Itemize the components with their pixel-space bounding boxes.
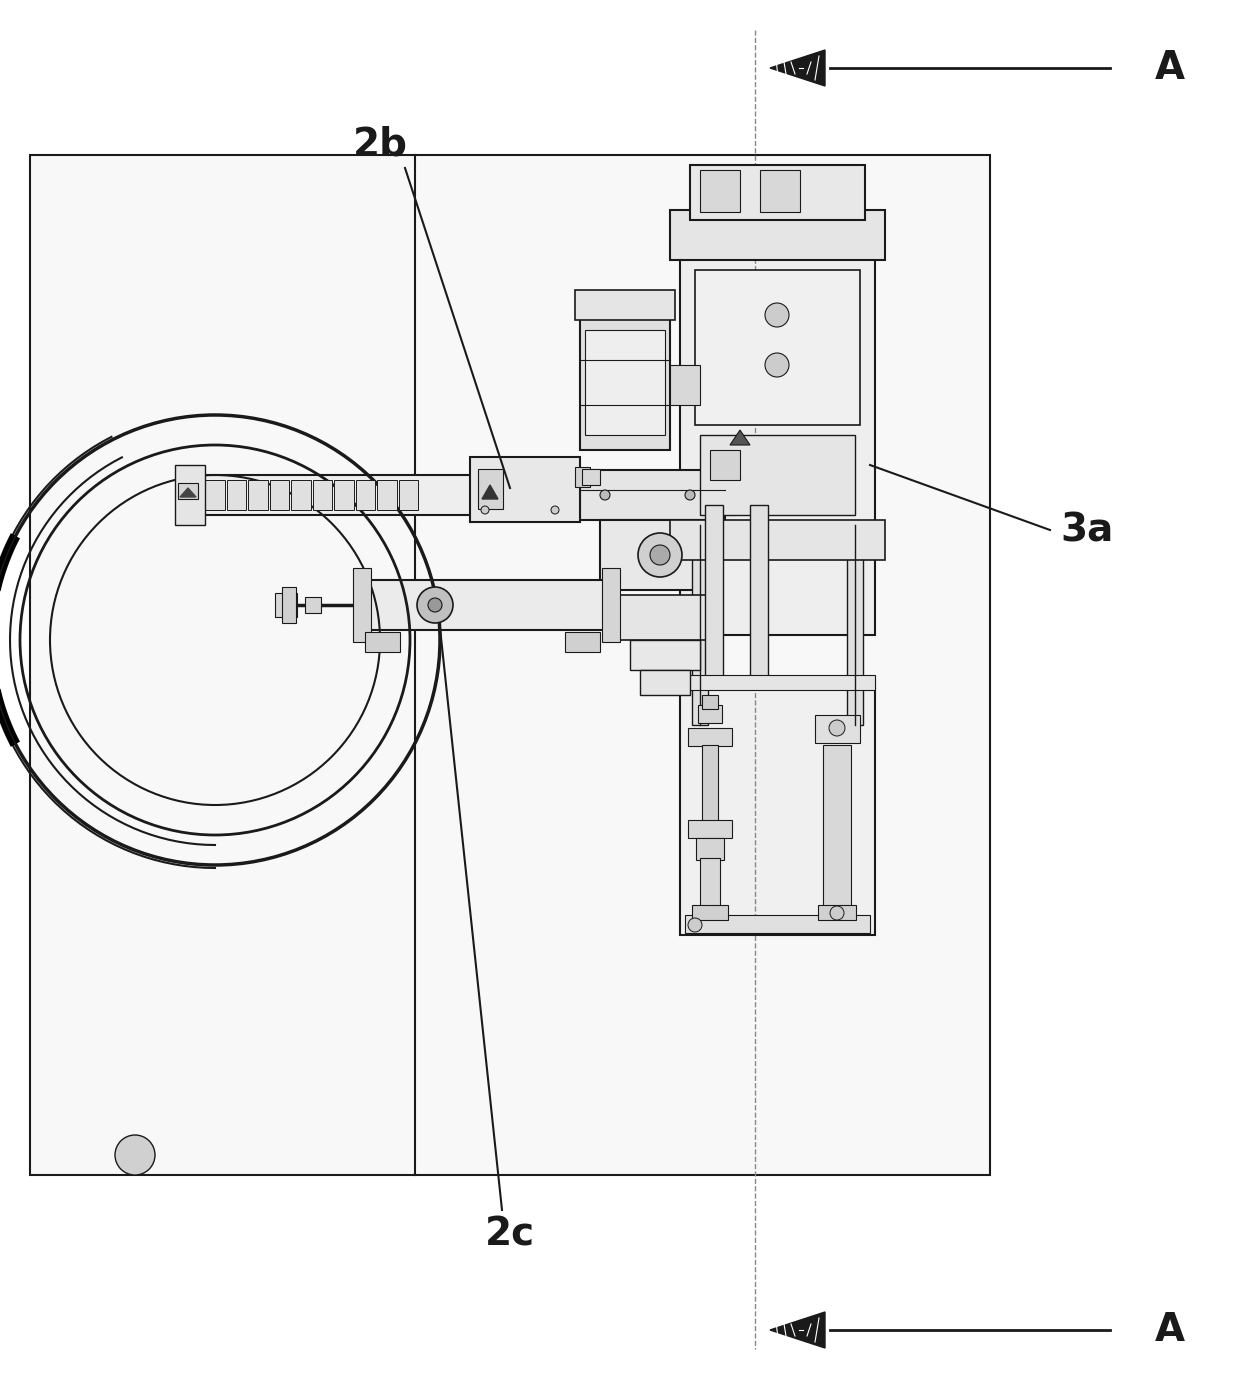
Bar [398,480,418,510]
Bar [281,587,296,623]
Bar [227,480,246,510]
Polygon shape [730,430,750,445]
Bar [680,680,875,935]
Bar [580,470,725,520]
Bar [670,210,885,261]
Bar [696,838,724,860]
Bar [470,456,580,523]
Bar [356,480,374,510]
Bar [670,520,885,560]
Bar [601,568,620,643]
Bar [818,905,856,920]
Circle shape [639,534,682,576]
Bar [847,525,863,725]
Bar [179,483,198,499]
Bar [377,480,397,510]
Circle shape [428,598,441,612]
Circle shape [650,545,670,565]
Bar [477,469,503,509]
Bar [760,170,800,212]
Bar [269,480,289,510]
Circle shape [765,353,789,376]
Circle shape [830,906,844,920]
Bar [692,905,728,920]
Bar [353,568,371,643]
Polygon shape [482,485,498,499]
Bar [680,674,875,690]
Bar [175,465,205,525]
Circle shape [830,720,844,736]
Circle shape [765,303,789,327]
Bar [248,480,268,510]
Bar [698,705,722,723]
Bar [630,640,701,670]
Bar [305,597,321,614]
Circle shape [115,1135,155,1175]
Bar [600,520,720,590]
Text: 3a: 3a [1060,512,1114,549]
Bar [823,745,851,910]
Bar [688,728,732,746]
Circle shape [600,490,610,501]
Bar [692,525,708,725]
Bar [565,632,600,652]
Bar [702,695,718,709]
Bar [750,505,768,685]
Bar [580,314,670,450]
Bar [355,581,610,630]
Bar [680,215,875,634]
Bar [670,365,701,405]
Bar [575,467,590,487]
Bar [585,330,665,434]
Bar [684,916,870,934]
Circle shape [551,506,559,514]
Bar [702,745,718,840]
Bar [815,714,861,743]
Bar [312,480,332,510]
Bar [582,469,600,485]
Bar [200,474,735,514]
Text: 2c: 2c [485,1216,536,1254]
Circle shape [417,587,453,623]
Bar [701,434,856,514]
Bar [694,270,861,425]
Bar [575,290,675,320]
Polygon shape [180,488,196,496]
Bar [30,154,990,1175]
Bar [275,593,298,616]
Circle shape [684,490,694,501]
Text: 2b: 2b [352,125,408,164]
Text: A: A [1154,1311,1185,1349]
Bar [706,505,723,685]
Bar [689,165,866,221]
Bar [640,670,689,695]
Bar [205,480,224,510]
Text: A: A [1154,50,1185,87]
Bar [334,480,353,510]
Circle shape [481,506,489,514]
Bar [711,450,740,480]
Polygon shape [770,50,825,85]
Bar [688,821,732,838]
Bar [701,170,740,212]
Bar [365,632,401,652]
Bar [615,594,715,640]
Bar [701,858,720,913]
Circle shape [688,918,702,932]
Bar [291,480,310,510]
Polygon shape [770,1311,825,1349]
